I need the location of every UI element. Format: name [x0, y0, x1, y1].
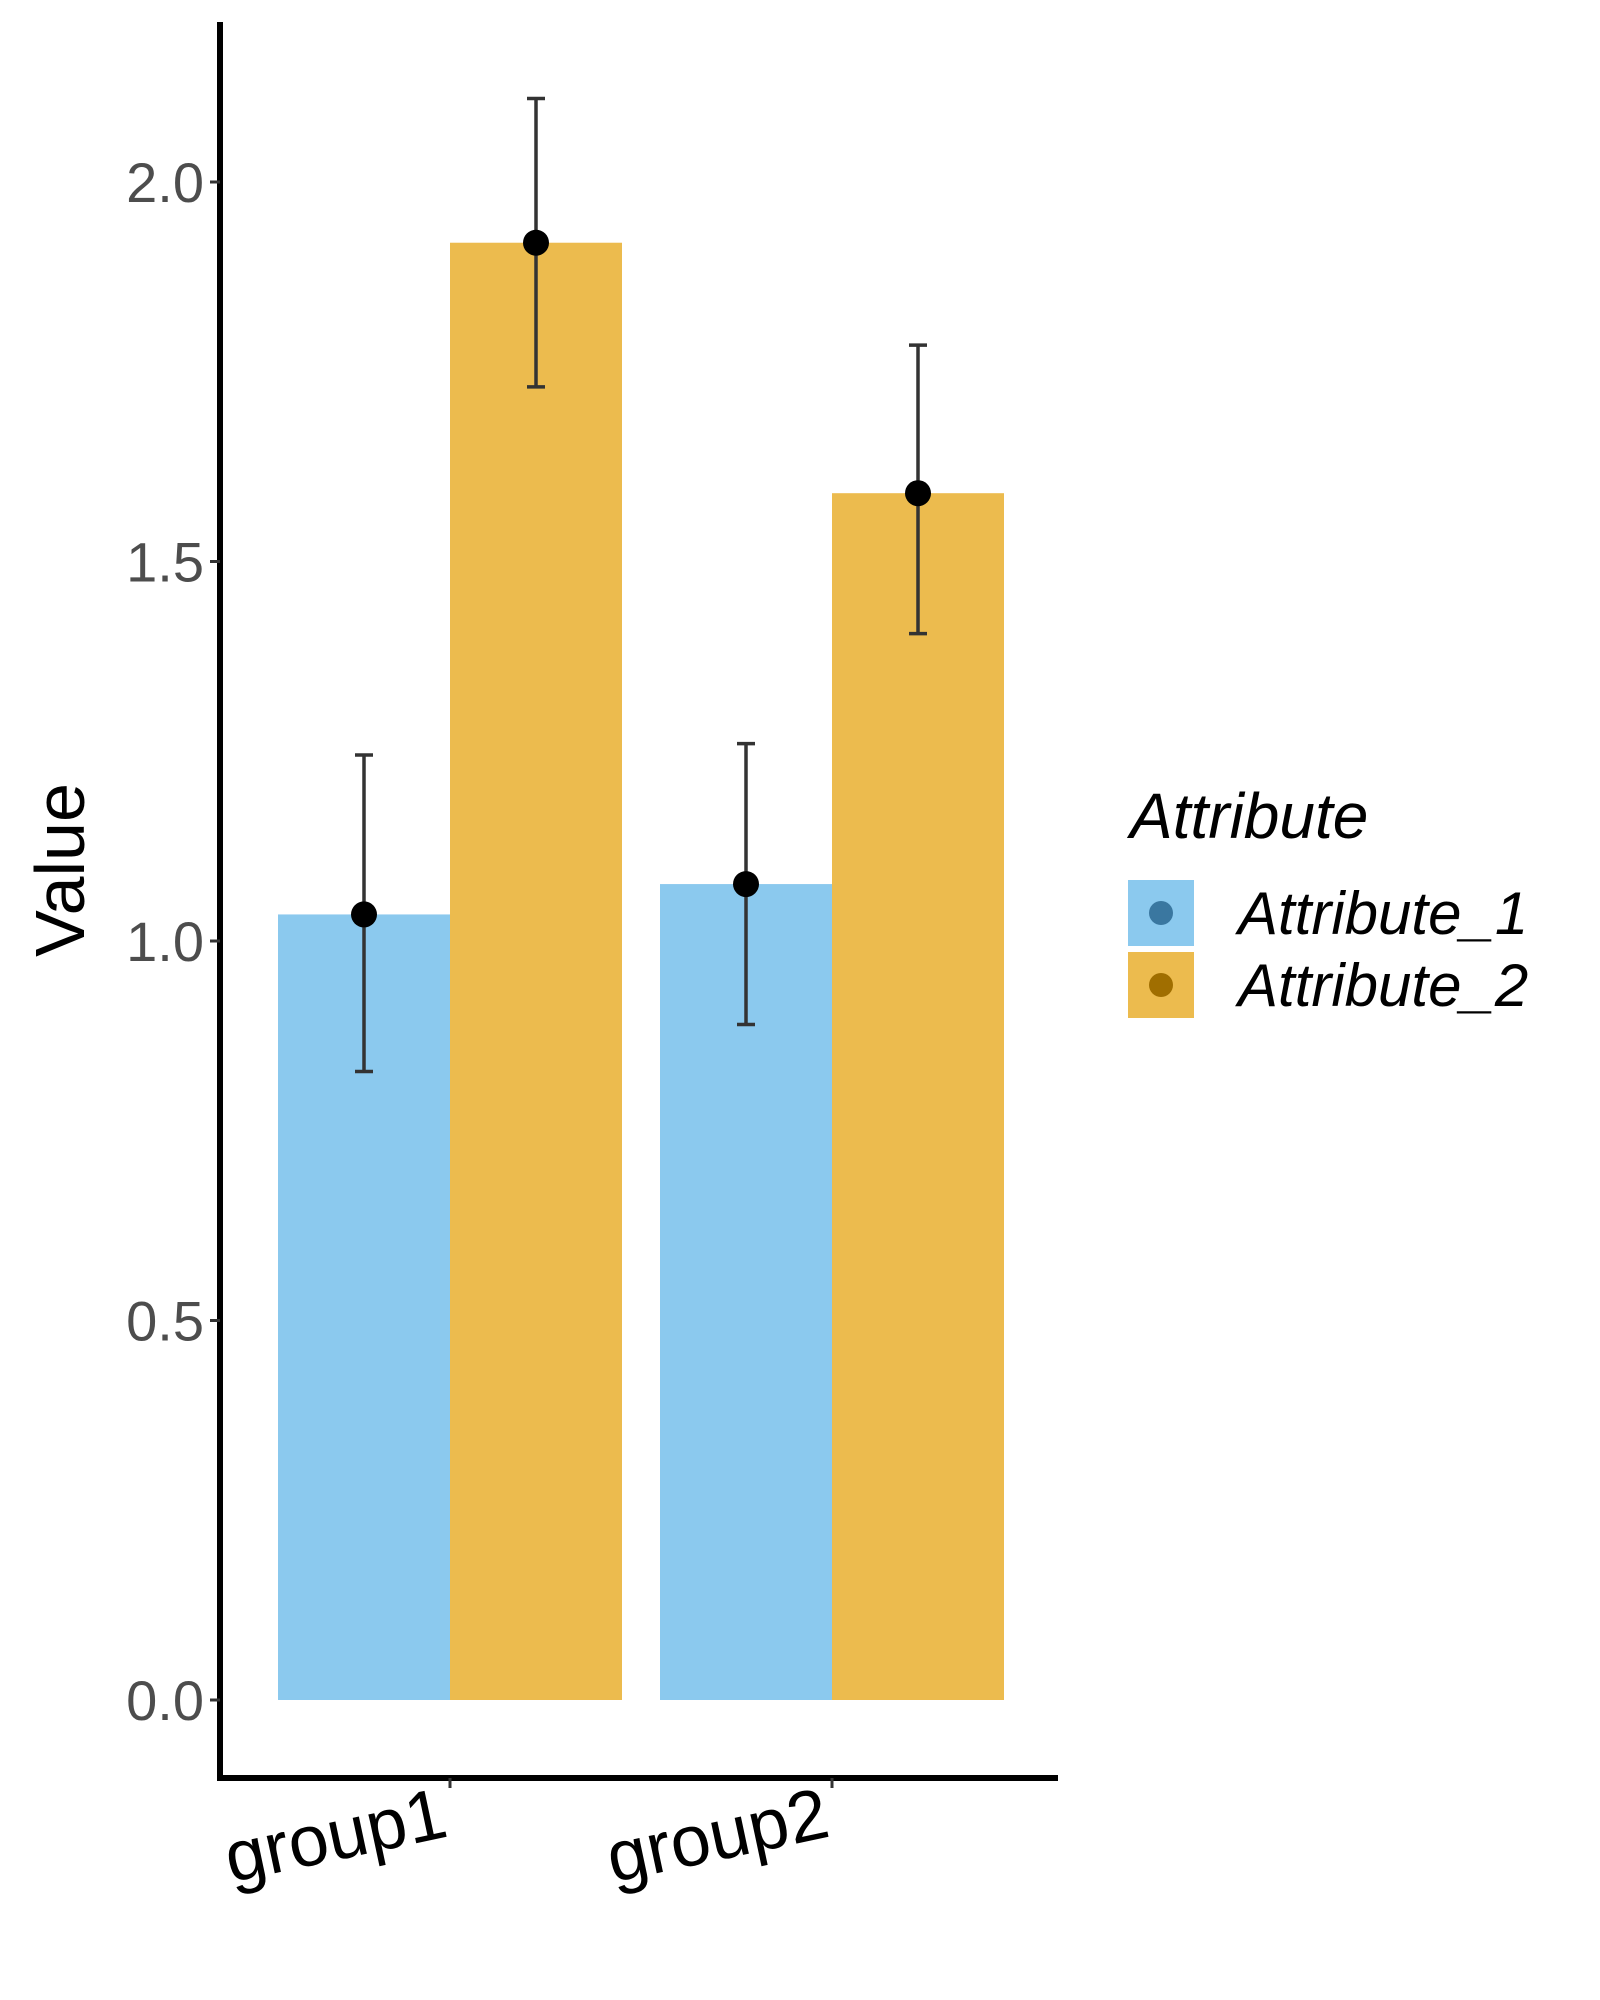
y-tick-label: 2.0 — [126, 151, 204, 214]
y-tick-label: 1.0 — [126, 910, 204, 973]
point-group2-attribute_2 — [905, 480, 931, 507]
x-tick-label-group1: group1 — [217, 1773, 453, 1898]
x-tick-label-group2: group2 — [599, 1773, 835, 1898]
y-axis-title: Value — [21, 783, 99, 957]
legend-title: Attribute — [1126, 780, 1368, 852]
y-tick-label: 0.5 — [126, 1290, 204, 1353]
point-group2-attribute_1 — [733, 871, 759, 898]
legend-key-point — [1149, 973, 1173, 997]
point-group1-attribute_1 — [351, 901, 377, 928]
point-group1-attribute_2 — [523, 229, 549, 256]
legend-label-attribute_1: Attribute_1 — [1235, 880, 1528, 947]
legend-key-point — [1149, 901, 1173, 925]
legend-label-attribute_2: Attribute_2 — [1235, 952, 1528, 1019]
y-tick-label: 0.0 — [126, 1669, 204, 1732]
legend-item-attribute_1: Attribute_1 — [1128, 880, 1528, 947]
legend-item-attribute_2: Attribute_2 — [1128, 952, 1528, 1019]
bar-group1-attribute_2 — [450, 242, 622, 1701]
bar-group2-attribute_2 — [832, 493, 1004, 1701]
plot-area — [278, 96, 1004, 1701]
y-tick-label: 1.5 — [126, 531, 204, 594]
